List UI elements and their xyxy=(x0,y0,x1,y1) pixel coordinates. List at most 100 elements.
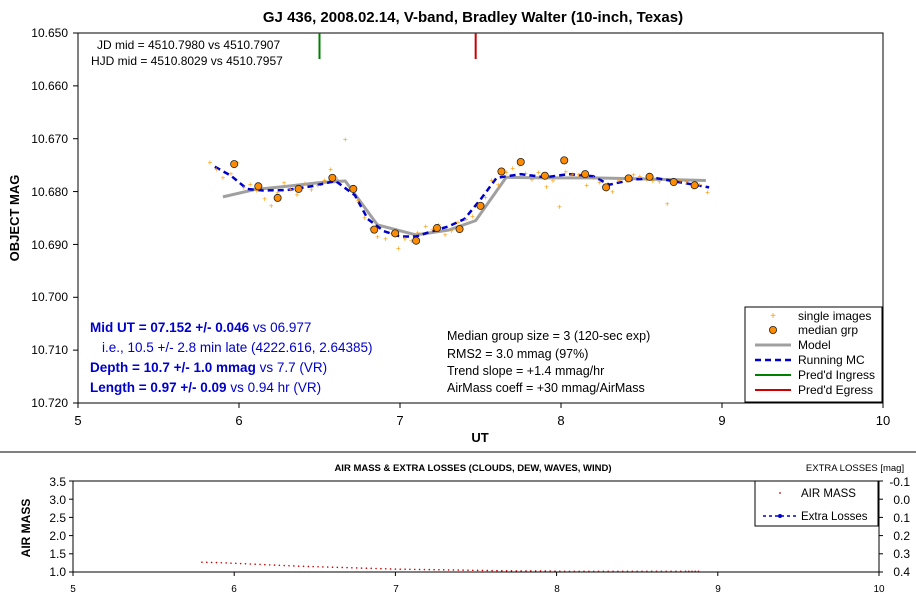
single-image-point: + xyxy=(544,182,549,191)
single-image-point: + xyxy=(684,178,689,187)
airmass-legend-label: AIR MASS xyxy=(801,488,856,500)
air-mass-point xyxy=(438,568,440,571)
air-mass-point xyxy=(336,566,339,569)
y-tick-labels: 10.650 10.660 10.670 10.680 10.690 10.70… xyxy=(31,26,68,410)
air-mass-point xyxy=(278,564,281,567)
single-image-point: + xyxy=(443,230,448,239)
single-image-point: + xyxy=(650,176,655,185)
air-mass-point xyxy=(413,568,416,571)
single-image-point: + xyxy=(362,213,367,222)
stat-group-size: Median group size = 3 (120-sec exp) xyxy=(447,329,650,343)
single-image-point: + xyxy=(489,176,494,185)
air-mass-point xyxy=(423,568,426,571)
single-image-point: + xyxy=(322,176,327,185)
single-image-point: + xyxy=(383,235,388,244)
x-axis-label: UT xyxy=(471,430,488,445)
median-group-point xyxy=(690,181,699,190)
air-mass-point xyxy=(691,570,693,573)
air-mass-point xyxy=(341,566,344,569)
median-group-point xyxy=(476,201,485,210)
legend-label-single: single images xyxy=(798,309,871,323)
air-mass-point xyxy=(520,570,522,572)
air-mass-point xyxy=(326,566,329,568)
air-mass-point xyxy=(471,569,474,572)
median-group-point xyxy=(669,178,678,187)
air-mass-point xyxy=(496,569,498,572)
single-image-point: + xyxy=(557,202,562,211)
x-tick-label: 10 xyxy=(876,413,890,428)
air-mass-point xyxy=(602,570,605,573)
air-mass-point xyxy=(621,570,624,573)
single-image-point: + xyxy=(415,228,420,237)
air-mass-point xyxy=(486,569,489,572)
single-image-point: + xyxy=(563,167,568,176)
single-image-point: + xyxy=(241,183,246,192)
single-image-point: + xyxy=(309,185,314,194)
legend-label-model: Model xyxy=(798,338,831,352)
median-group-point xyxy=(602,183,611,192)
x-tick-label: 8 xyxy=(557,413,564,428)
x-tick-label: 6 xyxy=(235,413,242,428)
airmass-legend: AIR MASS Extra Losses xyxy=(754,480,879,527)
stat-trend: Trend slope = +1.4 mmag/hr xyxy=(447,364,604,378)
air-mass-point xyxy=(467,569,469,571)
air-mass-point xyxy=(264,563,266,566)
air-mass-point xyxy=(476,569,479,572)
air-mass-point xyxy=(650,570,653,573)
air-mass-point xyxy=(355,567,358,569)
air-mass-point xyxy=(283,564,285,567)
air-mass-point xyxy=(694,570,697,573)
air-mass-point xyxy=(646,570,648,573)
air-mass-point xyxy=(225,562,227,564)
legend-box xyxy=(744,306,883,403)
single-image-point: + xyxy=(631,171,636,180)
airmass-plot-area xyxy=(72,480,880,573)
air-mass-point xyxy=(365,567,368,570)
single-image-point: + xyxy=(610,188,615,197)
air-mass-point xyxy=(384,567,387,570)
air-mass-point xyxy=(679,570,682,573)
air-mass-point xyxy=(697,570,700,573)
single-image-point: + xyxy=(335,175,340,184)
extra-losses-tick-labels: -0.1 0.0 0.1 0.2 0.3 0.4 xyxy=(889,475,910,579)
legend-label-egress: Pred'd Egress xyxy=(798,383,873,397)
median-group-point xyxy=(294,184,303,193)
single-image-point: + xyxy=(208,158,213,167)
air-mass-point xyxy=(254,563,256,566)
air-mass-point xyxy=(568,570,571,573)
air-mass-point xyxy=(428,568,431,571)
single-image-point: + xyxy=(409,237,414,246)
air-mass-point xyxy=(268,564,271,566)
air-mass-point xyxy=(399,568,402,570)
air-mass-point xyxy=(235,562,237,565)
single-image-point: + xyxy=(464,215,469,224)
extra-losses-tick-label: -0.1 xyxy=(889,475,910,489)
air-mass-point xyxy=(534,570,537,572)
air-mass-point xyxy=(597,570,600,573)
airmass-y-tick-label: 3.5 xyxy=(49,475,66,489)
extra-losses-tick-label: 0.4 xyxy=(893,565,910,579)
air-mass-point xyxy=(641,570,643,573)
median-group-point xyxy=(645,172,654,181)
air-mass-point xyxy=(380,567,382,570)
airmass-x-tick-label: 10 xyxy=(873,584,885,595)
legend-symbol-single: + xyxy=(770,311,776,322)
legend-label-median: median grp xyxy=(798,323,858,337)
air-mass-point xyxy=(297,565,300,567)
main-legend: + single images median grp Model Running… xyxy=(744,306,883,403)
air-mass-point xyxy=(442,569,445,571)
airmass-marks xyxy=(69,480,883,576)
single-image-point: + xyxy=(423,222,428,231)
single-image-point: + xyxy=(254,186,259,195)
air-mass-point xyxy=(322,566,324,568)
air-mass-point xyxy=(525,570,527,572)
single-image-point: + xyxy=(523,169,528,178)
stat-length: Length = 0.97 +/- 0.09 vs 0.94 hr (VR) xyxy=(90,380,321,395)
median-group-point xyxy=(370,225,379,234)
stat-late: i.e., 10.5 +/- 2.8 min late (4222.616, 2… xyxy=(102,340,373,355)
y-tick-label: 10.650 xyxy=(31,26,68,40)
y-tick-label: 10.720 xyxy=(31,396,68,410)
median-group-point xyxy=(230,160,239,169)
stat-airmass-coeff: AirMass coeff = +30 mmag/AirMass xyxy=(447,381,645,395)
stat-depth: Depth = 10.7 +/- 1.0 mmag vs 7.7 (VR) xyxy=(90,360,327,375)
